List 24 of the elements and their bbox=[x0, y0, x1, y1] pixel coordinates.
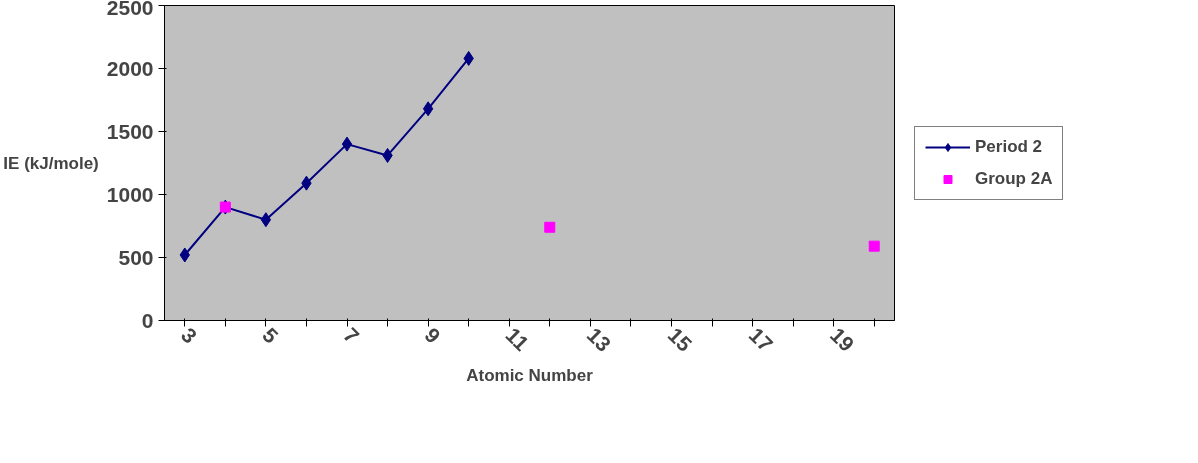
point bbox=[544, 221, 556, 233]
y-tick-label: 500 bbox=[118, 245, 154, 269]
y-tick-label: 1500 bbox=[106, 119, 154, 143]
point bbox=[341, 136, 353, 152]
x-tick-label: 19 bbox=[825, 323, 859, 356]
point bbox=[260, 212, 272, 228]
legend-label: Period 2 bbox=[975, 136, 1043, 157]
x-tick-label: 5 bbox=[258, 323, 283, 348]
y-tick-label: 2000 bbox=[106, 56, 154, 80]
x-tick-label: 17 bbox=[744, 323, 778, 356]
y-tick-label: 2500 bbox=[106, 0, 154, 19]
y-tick-label: 1000 bbox=[106, 182, 154, 206]
x-tick-label: 15 bbox=[663, 323, 697, 357]
x-tick-label: 3 bbox=[177, 323, 202, 348]
y-tick-label: 0 bbox=[141, 308, 154, 332]
x-tick-label: 13 bbox=[582, 323, 616, 356]
point bbox=[422, 101, 434, 117]
legend-label: Group 2A bbox=[975, 168, 1053, 189]
x-tick-label: 7 bbox=[339, 323, 364, 348]
x-tick-label: 9 bbox=[420, 323, 445, 348]
point bbox=[868, 240, 880, 252]
x-axis-title: Atomic Number bbox=[466, 365, 594, 385]
y-axis-title: IE (kJ/mole) bbox=[3, 153, 99, 173]
x-tick-label: 11 bbox=[501, 323, 534, 356]
